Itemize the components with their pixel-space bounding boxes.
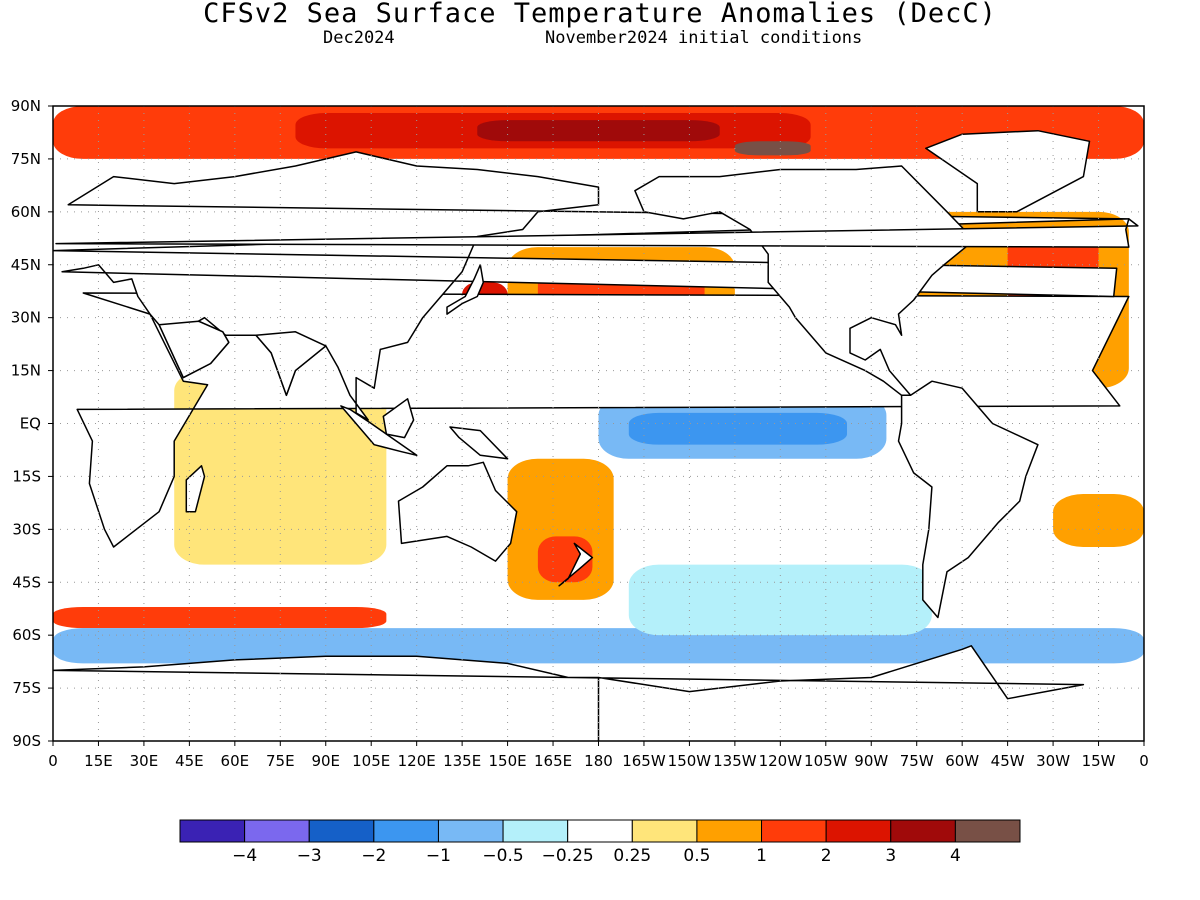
- land-australia: [397, 461, 518, 562]
- colorbar-label: 0.25: [613, 846, 651, 866]
- lon-label: 150E: [489, 752, 527, 770]
- plot-area: [53, 106, 1144, 741]
- land-new-guinea: [449, 426, 509, 460]
- lat-label: 75N: [11, 150, 41, 168]
- colorbar-label: −0.5: [482, 846, 523, 866]
- initial-conditions-label: November2024 initial conditions: [545, 28, 863, 48]
- lat-label: 30N: [11, 309, 41, 327]
- colorbar-label: 4: [950, 846, 961, 866]
- colorbar-swatch: [373, 819, 439, 843]
- land-indonesia: [340, 405, 418, 457]
- colorbar-swatch: [696, 819, 763, 843]
- colorbar-swatch: [761, 819, 827, 843]
- lon-label: 165W: [622, 752, 666, 770]
- land-antarctica: [53, 645, 1085, 741]
- colorbar-swatch: [890, 819, 956, 843]
- colorbar-swatch: [179, 819, 246, 843]
- lon-label: 180: [584, 752, 613, 770]
- colorbar-swatch: [308, 819, 375, 843]
- colorbar-swatch: [437, 819, 504, 843]
- colorbar-label: −3: [297, 846, 322, 866]
- lon-label: 30W: [1036, 752, 1070, 770]
- land-south-america: [897, 380, 1039, 619]
- colorbar-label: 0.5: [683, 846, 710, 866]
- forecast-month-label: Dec2024: [323, 28, 395, 48]
- land-masks: [53, 129, 1139, 741]
- land-new-zealand: [558, 542, 594, 587]
- lon-label: 165E: [534, 752, 572, 770]
- lon-label: 60W: [945, 752, 979, 770]
- lon-label: 0: [48, 752, 58, 770]
- colorbar-swatch: [825, 819, 892, 843]
- lat-label: 45N: [11, 256, 41, 274]
- lat-label: 30S: [12, 520, 41, 538]
- anomaly-arctic-dark: [477, 120, 720, 142]
- lon-label: 60E: [221, 752, 250, 770]
- lon-label: 120W: [759, 752, 803, 770]
- land-uk: [55, 218, 1139, 248]
- lat-label: 90N: [11, 97, 41, 115]
- lat-label: 15S: [12, 467, 41, 485]
- lat-label: EQ: [20, 415, 41, 433]
- lon-label: 150W: [668, 752, 712, 770]
- colorbar-label: −2: [361, 846, 386, 866]
- lon-label: 90W: [854, 752, 888, 770]
- colorbar-label: 3: [885, 846, 896, 866]
- anomaly-south-atlantic-warm: [1053, 494, 1144, 547]
- colorbar-label: −0.25: [542, 846, 594, 866]
- colorbar-swatch: [244, 819, 310, 843]
- lat-label: 90S: [12, 732, 41, 750]
- colorbar-label: 2: [821, 846, 832, 866]
- anomaly-indian-ocean-warm: [174, 370, 387, 565]
- colorbar-swatch: [631, 819, 698, 843]
- lat-label: 60N: [11, 203, 41, 221]
- lon-label: 105E: [352, 752, 390, 770]
- land-india: [255, 331, 327, 397]
- anomaly-equatorial-core: [628, 412, 848, 445]
- lat-label: 60S: [12, 626, 41, 644]
- colorbar-label: −4: [232, 846, 257, 866]
- land-arabia: [158, 320, 230, 379]
- colorbar: −4 −3 −2 −1 −0.5 −0.25 0.25 0.5 1 2 3 4: [179, 819, 1021, 866]
- grid-lines: [53, 106, 1144, 741]
- lat-label: 15N: [11, 362, 41, 380]
- land-madagascar: [185, 465, 206, 513]
- land-north-america: [634, 165, 976, 397]
- lon-label: 45W: [991, 752, 1025, 770]
- land-borneo: [382, 398, 415, 439]
- lon-label: 0: [1139, 752, 1149, 770]
- lon-label: 120E: [398, 752, 436, 770]
- anomaly-southern-ocean-warm: [53, 606, 387, 629]
- land-greenland: [925, 129, 1091, 213]
- colorbar-swatch: [567, 819, 633, 843]
- map-title: CFSv2 Sea Surface Temperature Anomalies …: [203, 0, 997, 29]
- lon-label: 75W: [900, 752, 934, 770]
- colorbar-swatch: [954, 819, 1021, 843]
- lon-label: 15E: [84, 752, 113, 770]
- lat-label: 45S: [12, 573, 41, 591]
- lon-label: 135W: [713, 752, 757, 770]
- colorbar-swatch: [502, 819, 569, 843]
- lon-label: 45E: [175, 752, 204, 770]
- lon-label: 135E: [443, 752, 481, 770]
- colorbar-label: −1: [426, 846, 451, 866]
- lon-label: 105W: [804, 752, 848, 770]
- lon-label: 15W: [1082, 752, 1116, 770]
- lat-label: 75S: [12, 679, 41, 697]
- lon-label: 30E: [130, 752, 159, 770]
- colorbar-label: 1: [756, 846, 767, 866]
- lon-label: 90E: [311, 752, 340, 770]
- lon-label: 75E: [266, 752, 295, 770]
- anomaly-arctic-brown: [734, 141, 811, 156]
